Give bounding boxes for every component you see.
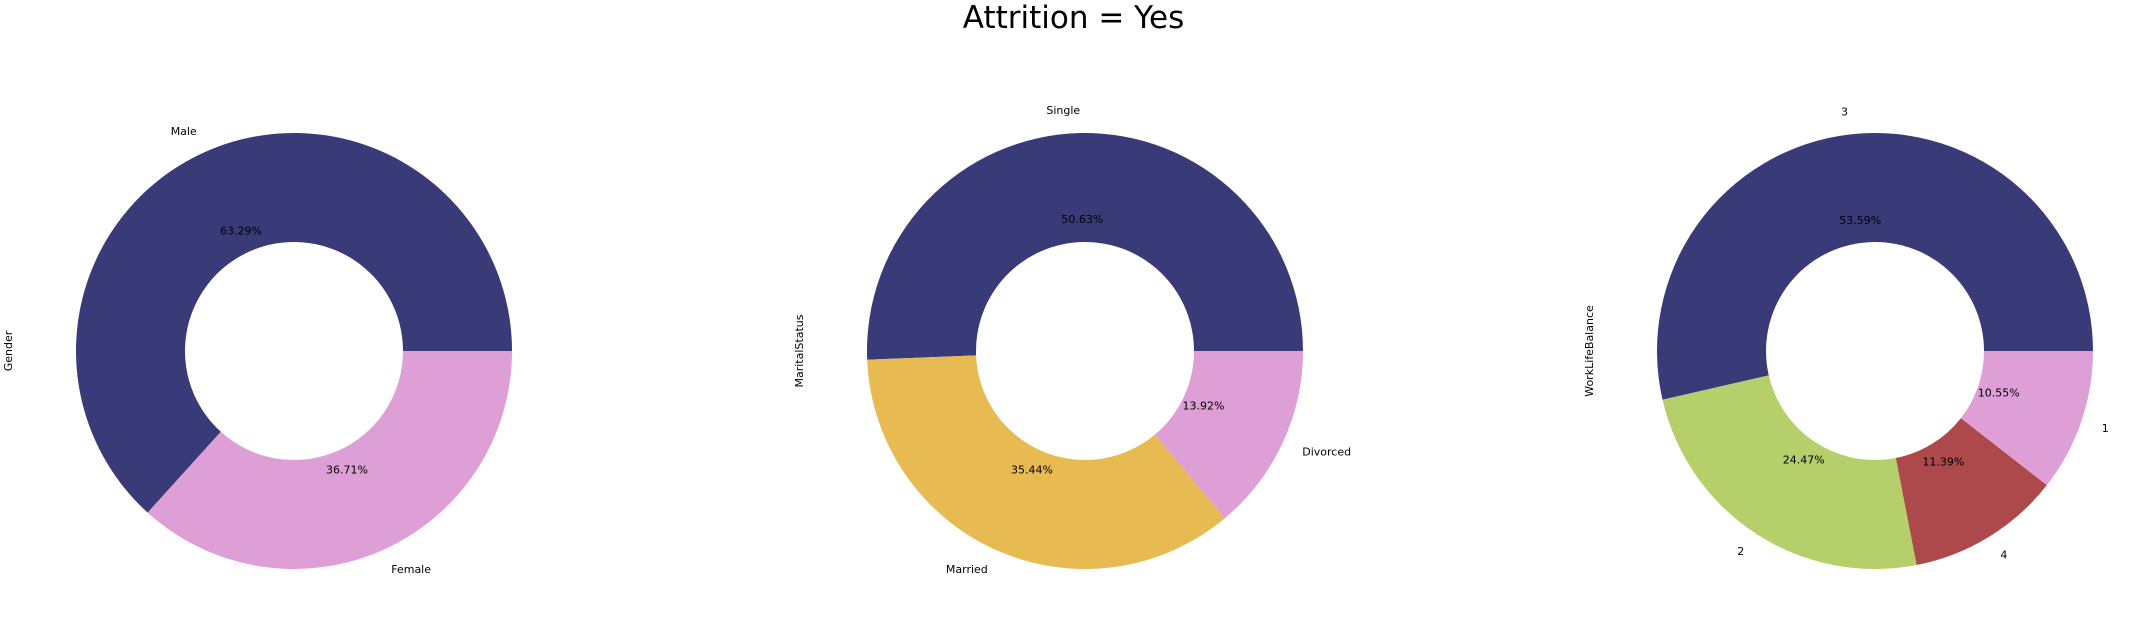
- donut-chart-1: Male 63.29% Female 36.71% Gender: [2, 125, 513, 576]
- axis-ylabel: Gender: [2, 330, 15, 371]
- slice-label: Married: [946, 563, 988, 576]
- slice-percent-label: 35.44%: [1011, 464, 1053, 477]
- slice-label: Male: [171, 125, 197, 138]
- slice-percent-label: 11.39%: [1922, 456, 1964, 469]
- slice-percent-label: 24.47%: [1783, 454, 1825, 467]
- axis-ylabel: WorkLifeBalance: [1583, 305, 1596, 397]
- donut-slice: [1657, 133, 2093, 400]
- slice-label: Single: [1046, 104, 1080, 117]
- donut-slice: [1154, 351, 1303, 519]
- slice-percent-label: 36.71%: [326, 464, 368, 477]
- donut-slice: [1895, 418, 2047, 565]
- slice-label: 1: [2102, 422, 2109, 435]
- slice-percent-label: 10.55%: [1978, 387, 2020, 400]
- figure-title: Attrition = Yes: [962, 0, 1185, 36]
- slice-label: 2: [1737, 545, 1744, 558]
- axis-ylabel: MaritalStatus: [793, 314, 806, 387]
- slice-percent-label: 63.29%: [220, 224, 262, 237]
- slice-label: Divorced: [1302, 446, 1351, 459]
- donut-slice: [1960, 351, 2093, 486]
- donut-chart-3: 3 53.59% 2 24.47% 4 11.39% 1 10.55% WorkLifeBala…: [1583, 106, 2109, 569]
- donut-slice: [867, 133, 1303, 360]
- slice-percent-label: 53.59%: [1839, 214, 1881, 227]
- donut-chart-2: Single 50.63% Married 35.44% Divorced 13.92% M…: [793, 104, 1351, 576]
- donut-slice: [867, 355, 1225, 569]
- slice-label: Female: [391, 563, 431, 576]
- donut-slice: [1662, 375, 1917, 569]
- slice-percent-label: 13.92%: [1183, 399, 1225, 412]
- slice-label: 4: [2000, 548, 2007, 561]
- slice-label: 3: [1841, 106, 1848, 119]
- slice-percent-label: 50.63%: [1061, 213, 1103, 226]
- donut-slice: [75, 132, 513, 513]
- donut-slice: [147, 351, 513, 569]
